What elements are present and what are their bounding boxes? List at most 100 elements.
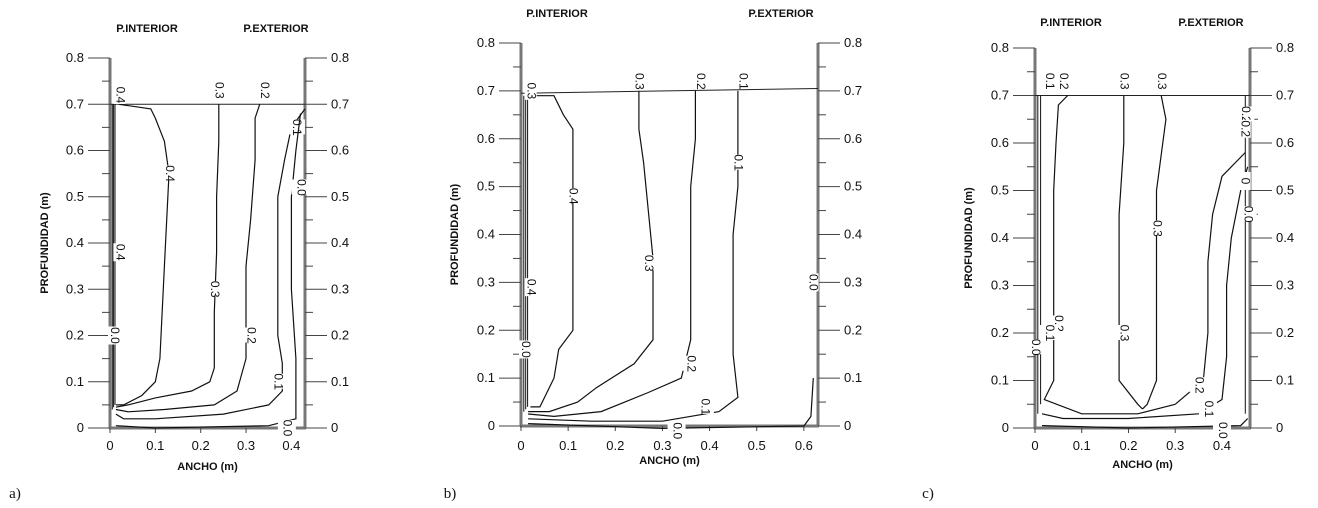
y-tick-label-left: 0.6 [477,131,495,146]
contour-label-bg [639,255,658,271]
y-tick-label-left: 0.7 [477,83,495,98]
contour-label-bg [1147,220,1166,236]
contour-label: 0.2 [685,355,699,372]
y-tick-label-right: 0 [844,418,851,433]
contour-label: 0.2 [694,73,708,90]
y-tick-label-left: 0.5 [66,189,84,204]
contour-label-bg [1238,172,1251,190]
contour-label-bg [681,355,700,371]
contour-label: 0.2 [1192,377,1206,394]
contour-label-bg [1198,401,1217,416]
contour-label-bg [113,243,126,262]
contour-line [1118,95,1143,410]
x-tick-label: 0.2 [606,438,624,453]
panel-b: 0 0 0.1 0.1 0.2 0.2 0.3 0.3 0.4 0.4 0.5 0.5 0.6 0.6 0.… [444,8,862,502]
y-tick-label-right: 0.4 [1276,230,1294,245]
x-tick-label: 0.1 [1073,438,1091,453]
contour-label: 0.0 [1029,339,1043,356]
contour-line [528,378,814,430]
contour-label-bg [1238,119,1251,138]
contour-label-bg [1236,106,1255,122]
y-tick-label-left: 0.2 [991,325,1009,340]
y-axis-label: PROFUNDIDAD (m) [39,192,51,294]
contour-label: 0.0 [108,327,122,344]
contour-label: 0.3 [208,281,222,298]
y-tick-label-left: 0.1 [66,374,84,389]
contour-label-bg [563,188,582,204]
y-tick-label-right: 0.7 [844,83,862,98]
contour-label-bg [806,273,819,292]
contour-line [1041,166,1249,420]
contour-label: 0.1 [1043,73,1057,90]
contour-label: 0.1 [1043,325,1057,342]
contour-label-bg [1212,422,1231,438]
contour-line [528,90,696,418]
y-tick-label-left: 0.6 [991,135,1009,150]
contour-label-bg [1114,73,1133,89]
y-tick-label-left: 0.5 [477,179,495,194]
x-tick-label: 0.2 [192,438,210,453]
x-tick-label: 0.1 [559,438,577,453]
y-tick-label-right: 0.3 [331,281,349,296]
contour-label: 0.3 [213,82,227,99]
contour-label: 0.0 [519,341,533,358]
contour-label: 0.4 [567,188,581,205]
contour-label: 0.0 [670,422,684,439]
contour-label: 0.2 [258,82,272,99]
panel-c: 0 00.1 0.10.2 0.20.3 0.30.4 0.40.5 0.50.6 0.60.… [922,17,1294,502]
y-tick-label-right: 0.8 [844,35,862,50]
contour-line [115,113,302,429]
contour-label: 0.0 [806,274,820,291]
y-tick-label-left: 0 [1002,420,1009,435]
contour-label: 0.2 [244,327,258,344]
contour-label-bg [1040,325,1059,340]
panel-label: c) [922,486,934,502]
y-axis-label: PROFUNDIDAD (m) [963,187,975,289]
contour-label-bg [1189,377,1208,393]
contour-label-bg [1054,73,1073,89]
contour-label: 0.2 [1239,106,1253,123]
contour-label-bg [113,86,126,104]
y-tick-label-right: 0.4 [331,235,349,250]
y-tick-label-right: 0.6 [1276,135,1294,150]
y-tick-label-right: 0.2 [331,328,349,343]
contour-line [115,104,220,408]
panel-label: a) [9,486,21,502]
contour-line [115,104,261,413]
y-tick-label-right: 0.1 [844,370,862,385]
contour-label-bg [519,340,531,359]
y-tick-label-right: 0.2 [844,322,862,337]
contour-label: 0.2 [1057,73,1071,90]
contour-label-bg [1040,73,1059,89]
x-tick-label: 0 [1031,438,1038,453]
x-tick-label: 0.2 [1119,438,1137,453]
y-tick-label-right: 0 [331,420,338,435]
contour-label: 0.4 [163,165,177,182]
x-axis-label: ANCHO (m) [639,455,700,467]
y-tick-label-left: 0.1 [991,373,1009,388]
contour-label: 0.0 [1241,206,1255,223]
contour-label: 0.3 [1118,73,1132,90]
contour-label: 0 [1238,178,1252,185]
y-tick-label-right: 0.3 [1276,278,1294,293]
y-tick-label-right: 0.6 [844,131,862,146]
panel-a: 0 0 0.1 0.1 0.2 0.2 0.3 0.3 0.4 0.4 0.5 0.5 0.6 0.6 0.… [9,23,349,502]
y-tick-label-left: 0.8 [66,50,84,65]
contour-label-bg [209,82,228,98]
contour-label: 0.1 [272,373,286,390]
x-tick-label: 0 [517,438,524,453]
contour-label-bg [667,422,686,438]
y-tick-label-left: 0.7 [66,96,84,111]
contour-label-bg [1114,325,1133,340]
interior-wall-label: P.INTERIOR [1040,17,1102,29]
y-tick-label-right: 0.5 [331,189,349,204]
y-tick-label-right: 0.8 [331,50,349,65]
y-tick-label-left: 0.3 [991,278,1009,293]
contour-label-bg [1238,206,1257,222]
y-tick-label-right: 0.2 [1276,325,1294,340]
contour-line [115,108,306,420]
contour-label: 0.3 [1118,325,1132,342]
x-tick-label: 0.1 [146,438,164,453]
contour-label-bg [108,326,120,345]
